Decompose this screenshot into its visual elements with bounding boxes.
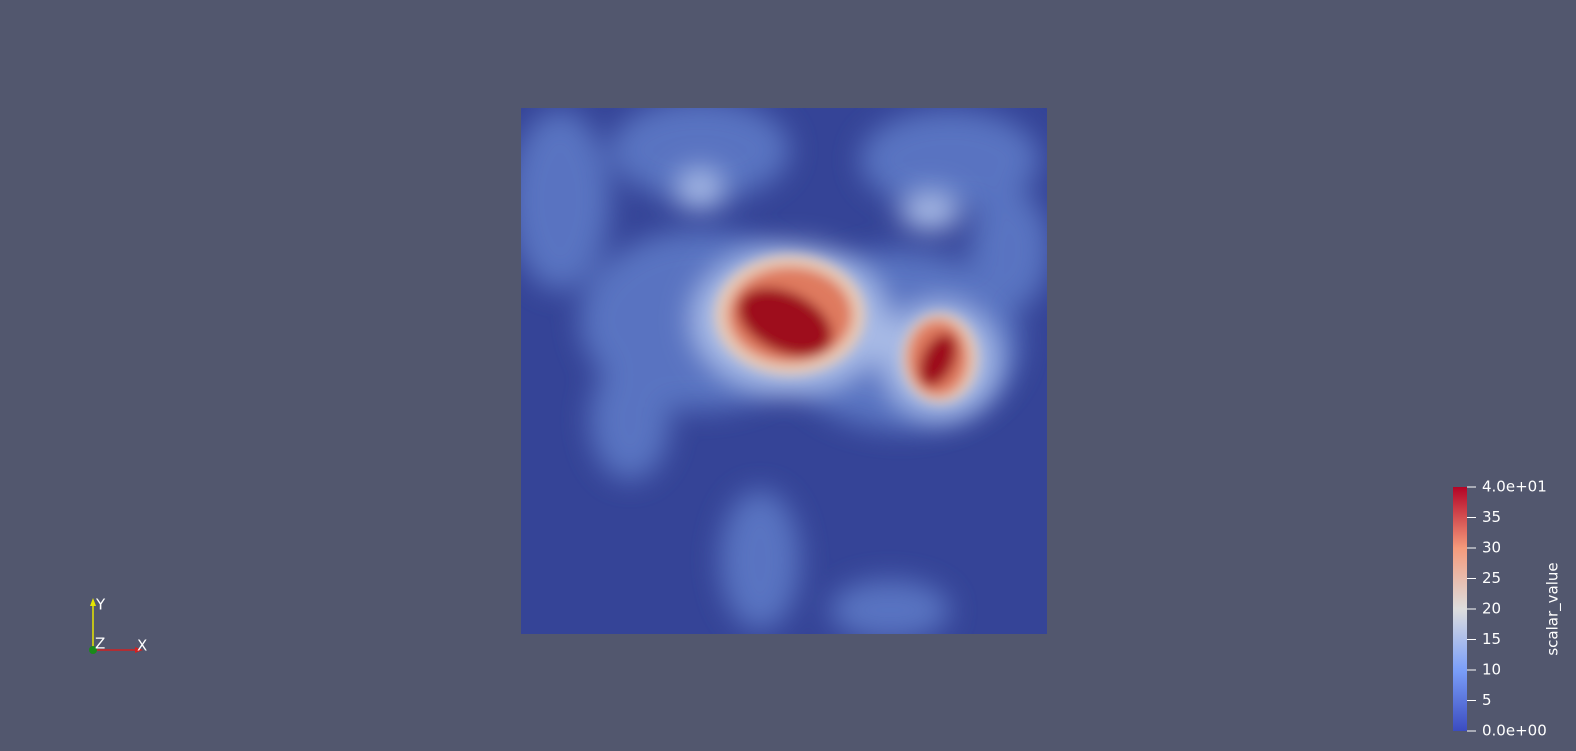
- tick-label: 35: [1482, 508, 1501, 526]
- tick-label: 25: [1482, 569, 1501, 587]
- tick-label: 30: [1482, 539, 1501, 557]
- scalar-field: [521, 108, 1047, 634]
- tick-label: 20: [1482, 600, 1501, 618]
- axis-label: X: [137, 637, 147, 655]
- tick-label: 4.0e+01: [1482, 478, 1547, 496]
- axis-label: Y: [95, 596, 106, 614]
- tick-label: 5: [1482, 691, 1492, 709]
- tick-label: 15: [1482, 630, 1501, 648]
- axis-label: Z: [95, 635, 105, 653]
- colorbar-ramp: [1453, 487, 1467, 731]
- axes-widget: Y Z X: [89, 596, 147, 655]
- tick-label: 0.0e+00: [1482, 722, 1547, 740]
- colorbar-title: scalar_value: [1544, 562, 1563, 655]
- tick-label: 10: [1482, 661, 1501, 679]
- colorbar: scalar_value 0.0e+00 5 10 15 20 25 30 35 4.0e+01: [1453, 478, 1563, 740]
